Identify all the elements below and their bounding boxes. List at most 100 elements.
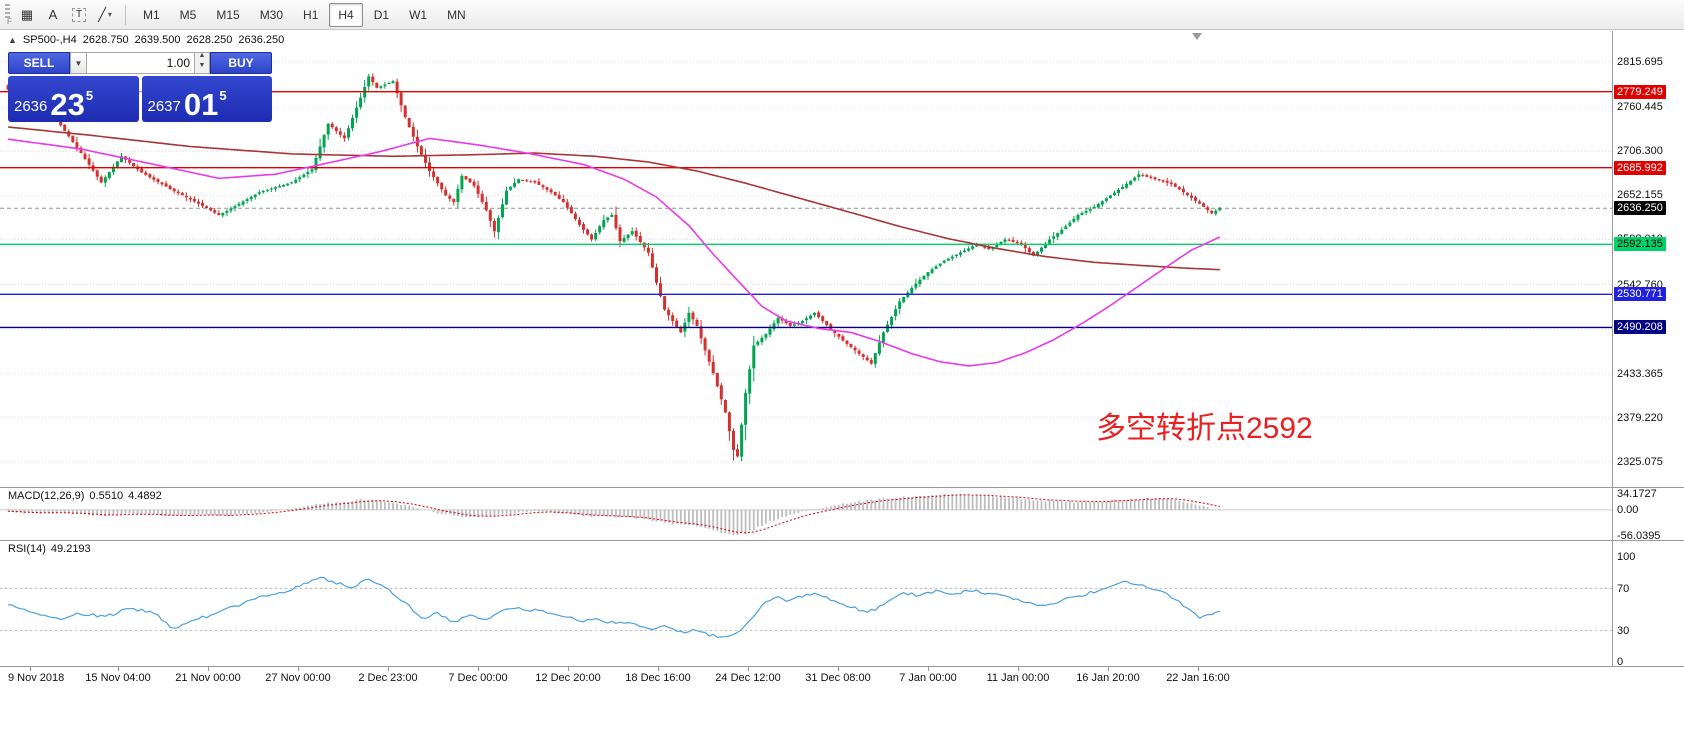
time-axis-tick bbox=[118, 667, 119, 671]
sell-price-prefix: 2636 bbox=[14, 98, 48, 115]
macd-label: MACD(12,26,9) 0.5510 4.4892 bbox=[8, 490, 162, 502]
rsi-value: 49.2193 bbox=[50, 543, 91, 555]
textbox-glyph: T bbox=[71, 7, 87, 22]
ohlc-close: 2636.250 bbox=[238, 34, 285, 46]
time-axis-label: 12 Dec 20:00 bbox=[535, 672, 601, 684]
ohlc-high: 2639.500 bbox=[134, 34, 181, 46]
sell-button[interactable]: SELL bbox=[8, 52, 70, 74]
rsi-axis[interactable]: 100 70 30 0 bbox=[1612, 541, 1684, 666]
chevron-down-icon: ▼ bbox=[74, 58, 83, 68]
timeframe-button-h4[interactable]: H4 bbox=[329, 2, 363, 27]
rsi-axis-label: 100 bbox=[1617, 551, 1636, 563]
macd-value-signal: 4.4892 bbox=[128, 490, 162, 502]
timeframe-button-m1[interactable]: M1 bbox=[134, 3, 169, 27]
symbol-label: SP500-,H4 bbox=[22, 34, 77, 46]
time-axis-label: 16 Jan 20:00 bbox=[1076, 672, 1140, 684]
trade-prices-row: 2636 23 5 2637 01 5 bbox=[8, 76, 272, 122]
volume-input[interactable] bbox=[87, 52, 195, 74]
time-axis-label: 15 Nov 04:00 bbox=[85, 672, 151, 684]
macd-pane[interactable]: MACD(12,26,9) 0.5510 4.4892 bbox=[0, 488, 1612, 540]
pane-separator[interactable] bbox=[0, 540, 1684, 541]
price-axis-badge: 2636.250 bbox=[1614, 201, 1666, 215]
right-shift-marker-icon[interactable] bbox=[1192, 33, 1202, 40]
macd-chart[interactable] bbox=[0, 488, 1612, 540]
textbox-tool-icon[interactable]: T bbox=[67, 3, 91, 27]
time-axis-label: 9 Nov 2018 bbox=[8, 672, 65, 684]
buy-price-display[interactable]: 2637 01 5 bbox=[141, 76, 272, 122]
price-axis-badge: 2592.135 bbox=[1614, 237, 1666, 251]
grid-tool-icon[interactable]: ▦ bbox=[15, 3, 39, 27]
time-axis-label: 24 Dec 12:00 bbox=[715, 672, 781, 684]
time-axis-tick bbox=[1198, 667, 1199, 671]
toolbar-grip-label: F bbox=[7, 17, 12, 26]
time-axis-label: 21 Nov 00:00 bbox=[175, 672, 241, 684]
sell-price-display[interactable]: 2636 23 5 bbox=[8, 76, 139, 122]
toolbar-grip[interactable] bbox=[5, 3, 10, 20]
volume-dropdown-button[interactable]: ▼ bbox=[70, 52, 87, 74]
macd-axis[interactable]: 34.1727 0.00 -56.0395 bbox=[1612, 488, 1684, 540]
timeframe-button-m15[interactable]: M15 bbox=[207, 3, 248, 27]
macd-value-main: 0.5510 bbox=[89, 490, 124, 502]
shapes-glyph: ╱ bbox=[98, 6, 106, 22]
chart-annotation: 多空转折点2592 bbox=[1096, 412, 1313, 445]
rsi-axis-label: 70 bbox=[1617, 583, 1630, 595]
chart-header: ▲ SP500-,H4 2628.750 2639.500 2628.250 2… bbox=[8, 34, 284, 46]
timeframe-button-d1[interactable]: D1 bbox=[365, 3, 398, 27]
spinner-up-icon[interactable]: ▲ bbox=[198, 52, 206, 59]
price-axis[interactable]: 2815.6952760.4452706.3002652.1552598.010… bbox=[1612, 31, 1684, 487]
time-axis[interactable]: 9 Nov 2018 15 Nov 04:00 21 Nov 00:00 27 Nov… bbox=[0, 667, 1684, 689]
buy-button[interactable]: BUY bbox=[210, 52, 272, 74]
price-axis-label: 2379.220 bbox=[1617, 412, 1663, 424]
price-axis-label: 2760.445 bbox=[1617, 101, 1663, 113]
toolbar-separator bbox=[125, 4, 126, 25]
price-axis-label: 2325.075 bbox=[1617, 456, 1663, 468]
timeframe-button-mn[interactable]: MN bbox=[438, 3, 475, 27]
time-axis-label: 7 Jan 00:00 bbox=[899, 672, 957, 684]
time-axis-tick bbox=[298, 667, 299, 671]
time-axis-tick bbox=[658, 667, 659, 671]
chevron-down-icon: ▾ bbox=[107, 10, 112, 19]
chart-pane[interactable]: ▲ SP500-,H4 2628.750 2639.500 2628.250 2… bbox=[0, 31, 1612, 487]
chart-marker-icon: ▲ bbox=[8, 35, 17, 45]
time-axis-tick bbox=[208, 667, 209, 671]
time-axis-tick bbox=[478, 667, 479, 671]
price-axis-label: 2652.155 bbox=[1617, 189, 1663, 201]
pane-separator[interactable] bbox=[0, 666, 1684, 667]
rsi-name: RSI(14) bbox=[8, 543, 46, 555]
timeframe-button-w1[interactable]: W1 bbox=[400, 3, 436, 27]
price-axis-badge: 2490.208 bbox=[1614, 320, 1666, 334]
rsi-pane[interactable]: RSI(14) 49.2193 bbox=[0, 541, 1612, 666]
text-tool-icon[interactable]: A bbox=[41, 3, 65, 27]
timeframe-button-m5[interactable]: M5 bbox=[171, 3, 206, 27]
time-axis-tick bbox=[928, 667, 929, 671]
rsi-axis-label: 0 bbox=[1617, 656, 1624, 666]
timeframe-button-h1[interactable]: H1 bbox=[294, 3, 327, 27]
shapes-tool-icon[interactable]: ╱ ▾ bbox=[93, 3, 117, 27]
rsi-chart[interactable] bbox=[0, 541, 1612, 666]
buy-price-prefix: 2637 bbox=[147, 98, 181, 115]
time-axis-tick bbox=[568, 667, 569, 671]
rsi-axis-label: 30 bbox=[1617, 625, 1630, 637]
toolbar: F ▦ A T ╱ ▾ M1 M5 M15 M30 H1 H4 D1 W1 MN bbox=[0, 0, 1684, 30]
rsi-label: RSI(14) 49.2193 bbox=[8, 543, 91, 555]
spinner-down-icon[interactable]: ▼ bbox=[198, 62, 206, 69]
timeframe-button-m30[interactable]: M30 bbox=[251, 3, 292, 27]
sell-price-big: 23 bbox=[50, 87, 85, 122]
macd-axis-label: 0.00 bbox=[1617, 504, 1639, 516]
buy-price-sup: 5 bbox=[219, 88, 227, 103]
time-axis-label: 22 Jan 16:00 bbox=[1166, 672, 1230, 684]
time-axis-tick bbox=[1018, 667, 1019, 671]
macd-axis-label: -56.0395 bbox=[1617, 530, 1661, 540]
time-axis-label: 7 Dec 00:00 bbox=[448, 672, 508, 684]
price-axis-badge: 2530.771 bbox=[1614, 287, 1666, 301]
price-axis-label: 2433.365 bbox=[1617, 368, 1663, 380]
ohlc-low: 2628.250 bbox=[186, 34, 233, 46]
time-axis-tick bbox=[1108, 667, 1109, 671]
candlestick-chart[interactable] bbox=[0, 31, 1612, 487]
one-click-trading-panel: SELL ▼ ▲▼ BUY 2636 23 5 2637 01 5 bbox=[8, 52, 272, 122]
volume-spinner[interactable]: ▲ ▼ bbox=[195, 52, 210, 74]
trade-controls-row: SELL ▼ ▲▼ BUY bbox=[8, 52, 272, 74]
macd-name: MACD(12,26,9) bbox=[8, 490, 85, 502]
pane-separator[interactable] bbox=[0, 487, 1684, 488]
